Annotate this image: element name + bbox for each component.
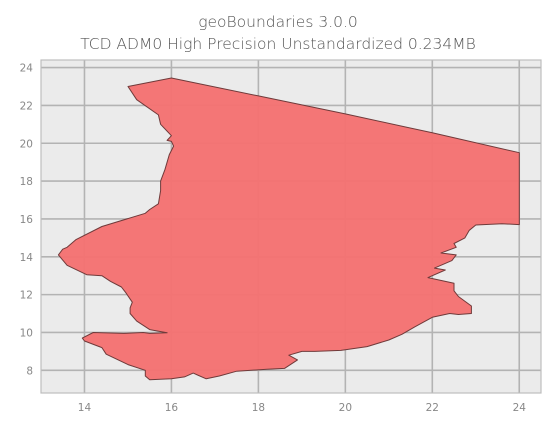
- country-boundary-shape: [57, 77, 520, 381]
- x-tick-label: 14: [78, 402, 92, 414]
- y-tick-label: 8: [26, 365, 33, 377]
- y-tick-label: 10: [20, 327, 33, 339]
- x-tick-label: 16: [165, 402, 179, 414]
- y-tick-label: 14: [20, 252, 34, 264]
- y-tick-label: 18: [20, 176, 33, 188]
- plot-frame: [40, 59, 542, 394]
- x-tick-label: 18: [252, 402, 265, 414]
- y-tick-label: 22: [20, 100, 33, 112]
- x-tick-label: 22: [426, 402, 439, 414]
- x-tick-label: 20: [339, 402, 352, 414]
- x-tick-label: 24: [513, 402, 527, 414]
- y-tick-label: 12: [20, 290, 33, 302]
- map-title-line-1: geoBoundaries 3.0.0: [198, 13, 358, 31]
- y-tick-label: 24: [20, 63, 34, 75]
- x-axis-ticks: 14 16 18 20 22 24: [78, 402, 526, 414]
- y-tick-label: 20: [20, 138, 33, 150]
- y-tick-label: 16: [20, 214, 34, 226]
- map-title-line-2: TCD ADM0 High Precision Unstandardized 0…: [80, 35, 476, 53]
- y-axis-ticks: 8 10 12 14 16 18 20 22 24: [20, 63, 34, 378]
